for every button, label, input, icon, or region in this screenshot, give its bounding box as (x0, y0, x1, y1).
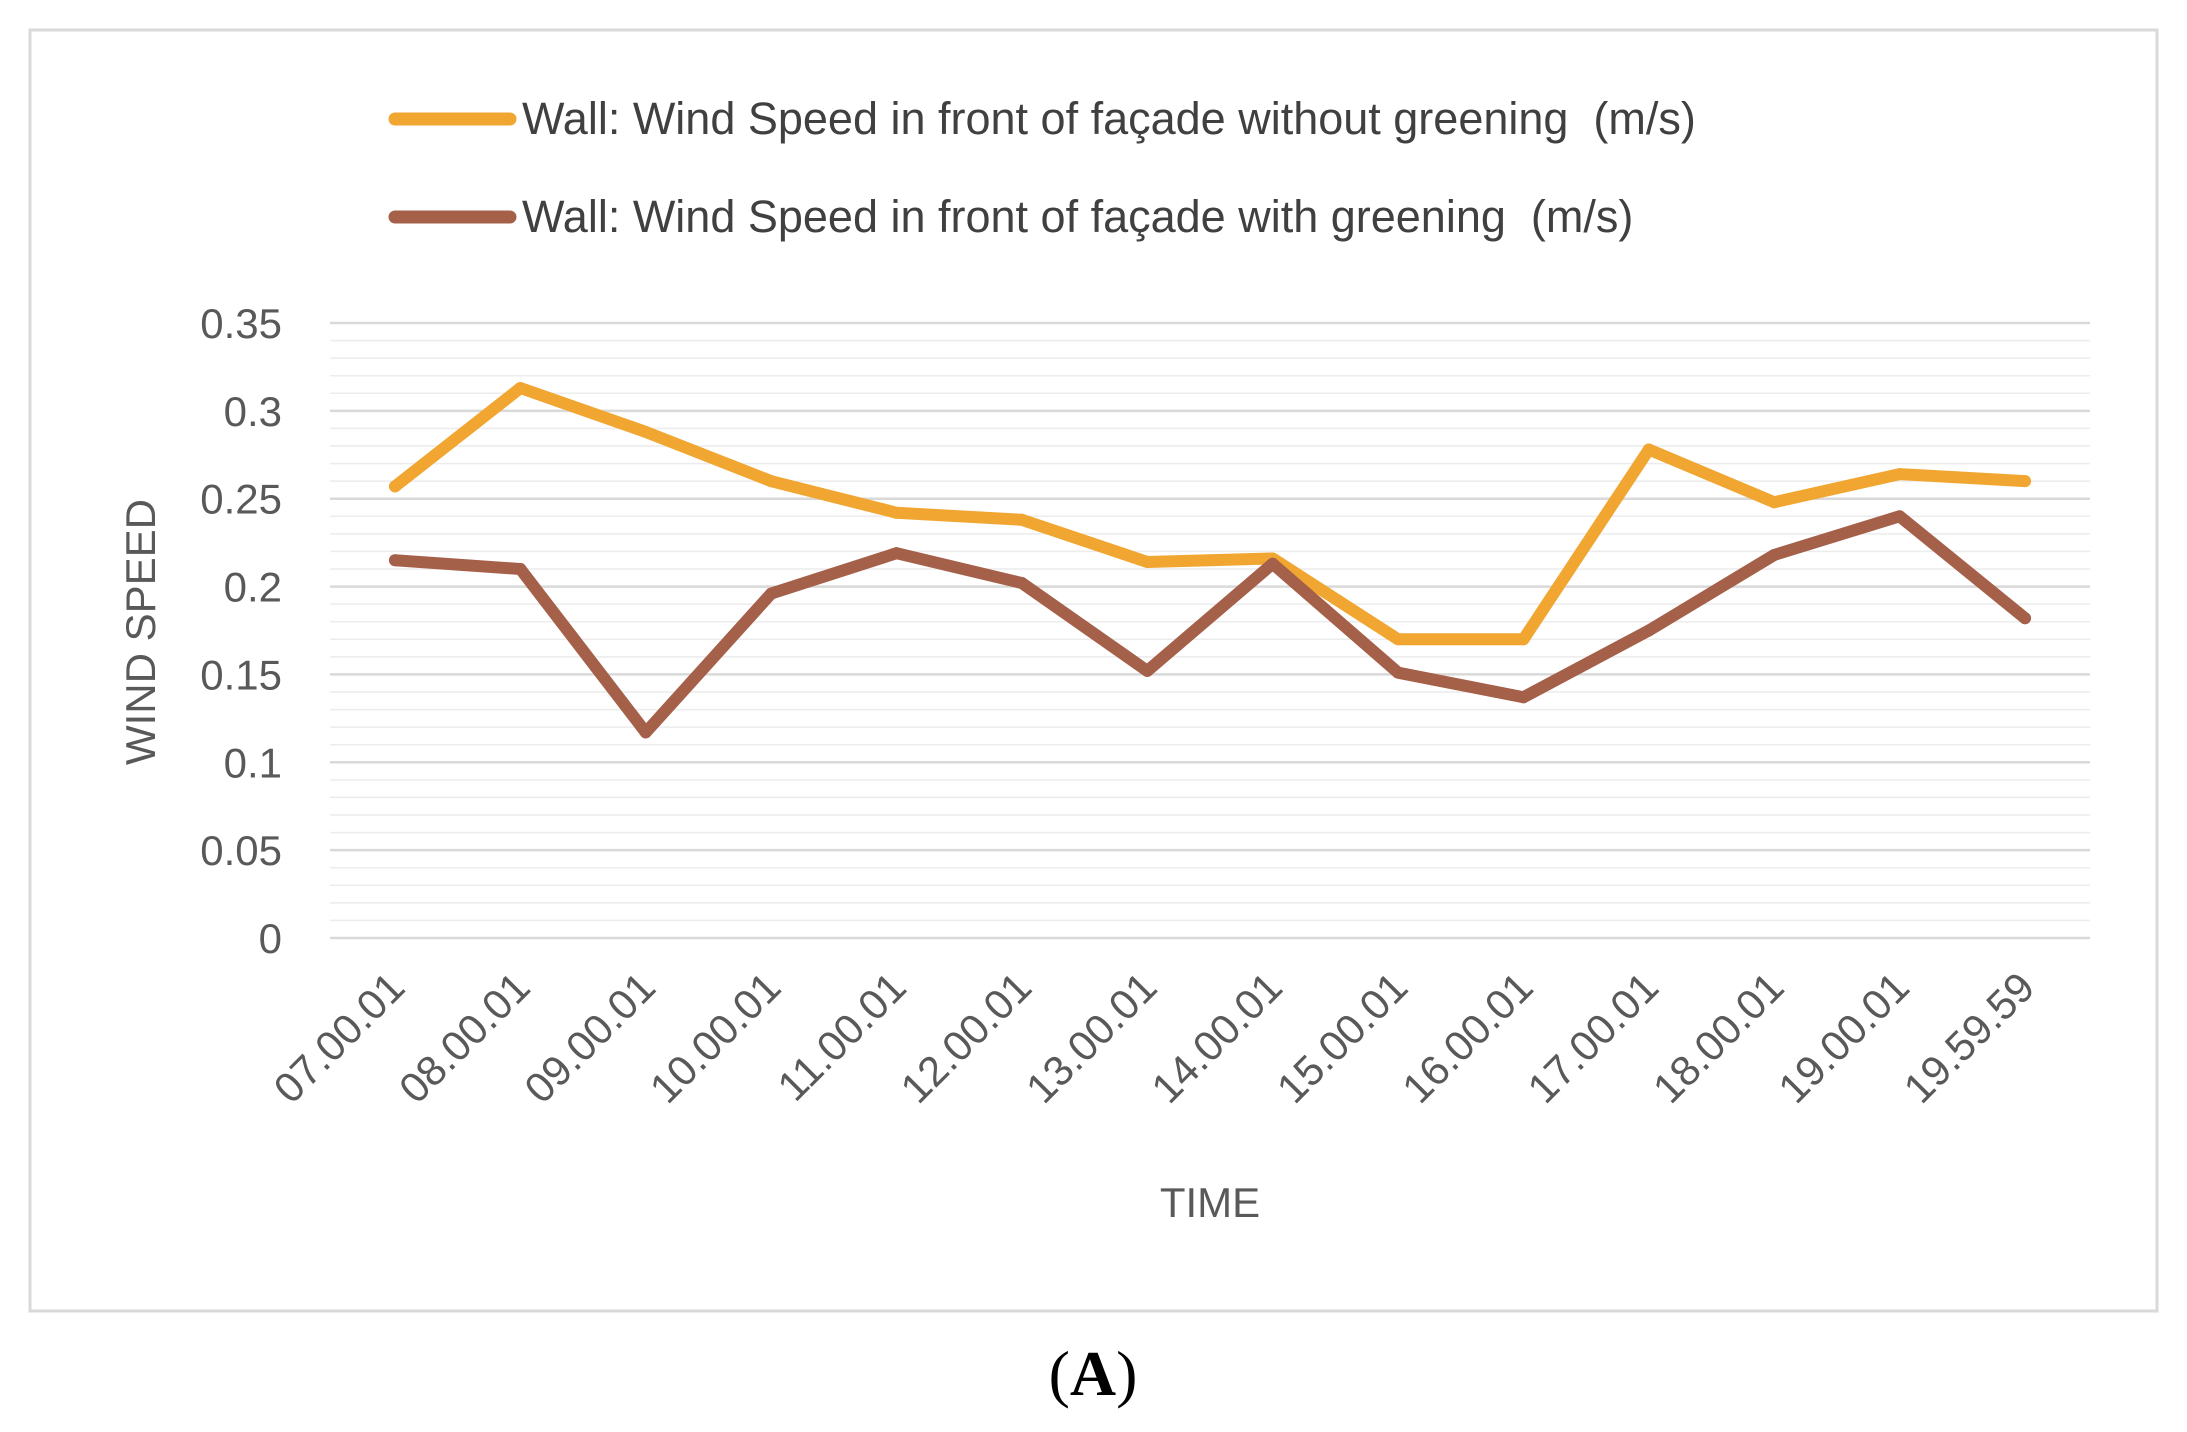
data-point-series-0 (1141, 555, 1154, 568)
data-point-series-1 (1517, 691, 1530, 704)
caption-letter: A (1070, 1338, 1116, 1409)
data-point-series-0 (1392, 633, 1405, 646)
y-axis-tick-labels: 0 0.05 0.1 0.15 0.2 0.25 0.3 0.35 (200, 300, 282, 962)
data-point-series-1 (1768, 548, 1781, 561)
chart-frame (28, 28, 2159, 1313)
major-gridlines (330, 321, 2090, 940)
data-point-series-1 (1392, 666, 1405, 679)
data-point-series-1 (639, 726, 652, 739)
y-tick-label: 0.35 (200, 300, 282, 347)
caption-open-paren: ( (1049, 1338, 1070, 1409)
legend-label-without-greening: Wall: Wind Speed in front of façade with… (522, 93, 1696, 144)
data-point-series-1 (1266, 557, 1279, 570)
data-point-series-0 (2019, 475, 2031, 488)
data-point-series-1 (1141, 664, 1154, 677)
caption-close-paren: ) (1116, 1338, 1137, 1409)
y-tick-label: 0.05 (200, 827, 282, 874)
y-axis-title: WIND SPEED (117, 499, 164, 765)
data-point-series-1 (389, 554, 401, 567)
y-tick-label: 0.25 (200, 476, 282, 523)
data-point-series-1 (1015, 577, 1028, 590)
y-tick-label: 0.2 (224, 564, 282, 611)
data-point-series-0 (514, 382, 527, 395)
data-point-series-0 (1015, 513, 1028, 526)
data-point-series-1 (890, 547, 903, 560)
data-point-series-1 (2019, 612, 2031, 625)
y-tick-label: 0.1 (224, 739, 282, 786)
series-line-0 (389, 382, 2031, 646)
y-tick-label: 0.15 (200, 651, 282, 698)
data-point-series-0 (1893, 468, 1906, 481)
figure-caption: (A) (1049, 1338, 1138, 1409)
x-axis-title: TIME (1160, 1179, 1260, 1226)
legend: Wall: Wind Speed in front of façade with… (388, 93, 1696, 242)
data-point-series-0 (890, 506, 903, 519)
data-point-series-0 (639, 425, 652, 438)
data-point-series-0 (1517, 633, 1530, 646)
legend-label-with-greening: Wall: Wind Speed in front of façade with… (522, 191, 1633, 242)
data-point-series-0 (1768, 496, 1781, 509)
data-point-series-1 (514, 563, 527, 575)
data-point-series-1 (1893, 510, 1906, 523)
data-point-series-1 (765, 587, 778, 600)
data-point-series-0 (765, 475, 778, 488)
y-tick-label: 0.3 (224, 388, 282, 435)
data-point-series-0 (1642, 443, 1655, 456)
series-line-1 (389, 510, 2031, 739)
data-point-series-0 (389, 480, 401, 493)
y-tick-label: 0 (259, 915, 282, 962)
minor-gridlines (330, 339, 2090, 922)
data-point-series-1 (1642, 624, 1655, 637)
series-lines (389, 382, 2031, 739)
